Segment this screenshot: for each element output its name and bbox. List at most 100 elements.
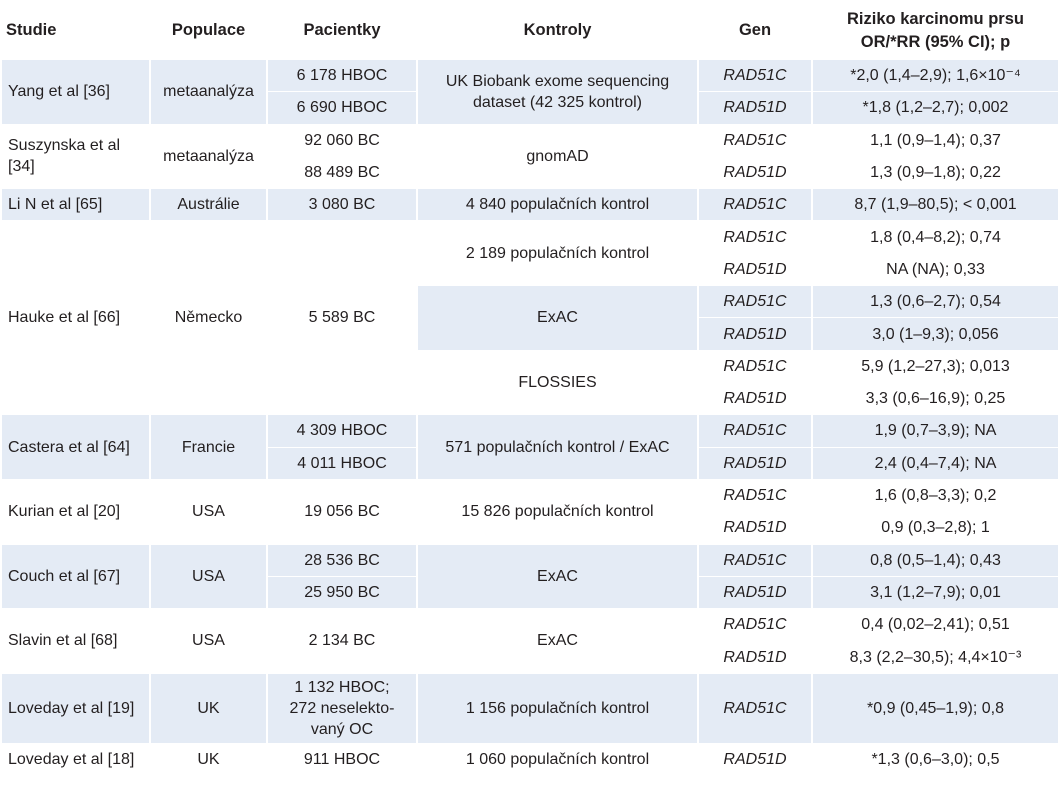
risk-cell-text: 3,3 (0,6–16,9); 0,25 (865, 390, 1006, 408)
study-population-cell: metaanalýza (151, 125, 266, 189)
risk-cell-text: 8,7 (1,9–80,5); < 0,001 (854, 196, 1017, 214)
controls-cell-text: 1 156 populačních kontrol (465, 699, 650, 717)
risk-cell-text: 1,1 (0,9–1,4); 0,37 (870, 131, 1001, 149)
gene-cell-text: RAD51D (723, 454, 787, 472)
risk-cell-text: 3,1 (1,2–7,9); 0,01 (870, 583, 1001, 601)
patients-cell: 911 HBOC (268, 744, 416, 775)
patients-cell-text: 6 690 HBOC (296, 99, 388, 117)
controls-cell: 4 840 populačních kontrol (418, 189, 697, 221)
risk-cell-text: 1,6 (0,8–3,3); 0,2 (874, 487, 997, 505)
risk-cell-text: *0,9 (0,45–1,9); 0,8 (867, 699, 1004, 717)
study-name-cell-text: Kurian et al [20] (8, 503, 121, 521)
patients-cell-text: 25 950 BC (304, 583, 380, 601)
study-population-cell-text: USA (192, 567, 225, 585)
patients-cell-text: 28 536 BC (304, 551, 380, 569)
patients-cell: 25 950 BC (268, 576, 416, 609)
risk-cell: *0,9 (0,45–1,9); 0,8 (813, 673, 1058, 743)
study-name-cell-text: Suszynska et al [34] (8, 137, 121, 176)
gene-cell: RAD51C (699, 351, 811, 382)
gene-cell: RAD51D (699, 447, 811, 479)
controls-cell-text: ExAC (537, 632, 578, 650)
patients-cell: 1 132 HBOC; 272 neselekto-vaný OC (268, 673, 416, 743)
patients-cell: 2 134 BC (268, 609, 416, 673)
study-name-cell: Slavin et al [68] (2, 609, 149, 673)
gene-cell-text: RAD51C (723, 699, 787, 717)
gene-cell-text: RAD51C (723, 131, 787, 149)
gene-cell-text: RAD51D (723, 99, 787, 117)
gene-cell-text: RAD51C (723, 293, 787, 311)
risk-cell-text: 1,8 (0,4–8,2); 0,74 (870, 228, 1001, 246)
controls-cell: 15 826 populačních kontrol (418, 480, 697, 544)
gene-cell: RAD51D (699, 512, 811, 543)
controls-cell-text: UK Biobank exome sequencing dataset (42 … (445, 72, 670, 111)
study-population-cell-text: USA (192, 503, 225, 521)
header-populace: Populace (171, 20, 246, 39)
risk-cell: 3,1 (1,2–7,9); 0,01 (813, 576, 1058, 609)
risk-cell: 3,3 (0,6–16,9); 0,25 (813, 383, 1058, 414)
controls-cell: 2 189 populačních kontrol (418, 222, 697, 286)
study-name-cell: Couch et al [67] (2, 544, 149, 609)
study-population-cell: UK (151, 673, 266, 743)
study-name-cell-text: Slavin et al [68] (8, 632, 118, 650)
header-riziko-line1: Riziko karcinomu prsu (847, 9, 1024, 28)
gene-cell: RAD51C (699, 415, 811, 447)
study-population-cell: Německo (151, 222, 266, 415)
gene-cell: RAD51C (699, 673, 811, 743)
study-population-cell-text: metaanalýza (163, 83, 254, 101)
controls-cell: ExAC (418, 609, 697, 673)
study-name-cell: Loveday et al [18] (2, 744, 149, 775)
study-population-cell: USA (151, 609, 266, 673)
header-riziko-line2: OR/*RR (95% CI); p (860, 32, 1011, 51)
controls-cell-text: 571 populačních kontrol / ExAC (445, 438, 670, 456)
gene-cell-text: RAD51C (723, 487, 787, 505)
study-name-cell-text: Loveday et al [19] (8, 699, 135, 717)
risk-cell-text: 1,9 (0,7–3,9); NA (874, 422, 997, 440)
study-name-cell-text: Li N et al [65] (8, 196, 103, 214)
risk-cell-text: *1,3 (0,6–3,0); 0,5 (871, 750, 1000, 768)
risk-cell: NA (NA); 0,33 (813, 254, 1058, 285)
gene-cell: RAD51C (699, 189, 811, 221)
gene-cell-text: RAD51D (723, 164, 787, 182)
risk-cell-text: 0,8 (0,5–1,4); 0,43 (870, 551, 1001, 569)
study-population-cell-text: UK (197, 699, 220, 717)
patients-cell: 88 489 BC (268, 157, 416, 188)
gene-cell-text: RAD51C (723, 616, 787, 634)
controls-cell: FLOSSIES (418, 351, 697, 415)
gene-cell: RAD51C (699, 480, 811, 511)
gene-cell: RAD51D (699, 318, 811, 350)
controls-cell-text: gnomAD (526, 147, 589, 165)
gene-cell-text: RAD51C (723, 228, 787, 246)
study-name-cell-text: Hauke et al [66] (8, 309, 121, 327)
risk-cell: *2,0 (1,4–2,9); 1,6×10⁻⁴ (813, 60, 1058, 92)
study-population-cell: USA (151, 544, 266, 609)
study-name-cell-text: Couch et al [67] (8, 567, 121, 585)
study-population-cell-text: USA (192, 632, 225, 650)
gene-cell-text: RAD51C (723, 551, 787, 569)
risk-cell: 0,9 (0,3–2,8); 1 (813, 512, 1058, 543)
gene-cell: RAD51D (699, 254, 811, 285)
study-population-cell-text: Austrálie (177, 196, 240, 214)
study-name-cell: Li N et al [65] (2, 189, 149, 221)
study-population-cell-text: Německo (174, 309, 243, 327)
gene-cell: RAD51D (699, 576, 811, 609)
controls-cell-text: 15 826 populačních kontrol (461, 503, 654, 521)
controls-cell: ExAC (418, 286, 697, 350)
gene-cell-text: RAD51D (723, 583, 787, 601)
gene-cell-text: RAD51C (723, 196, 787, 214)
risk-cell-text: 3,0 (1–9,3); 0,056 (872, 325, 999, 343)
study-name-cell: Kurian et al [20] (2, 480, 149, 544)
controls-cell-text: FLOSSIES (518, 373, 597, 391)
risk-cell-text: 2,4 (0,4–7,4); NA (874, 454, 997, 472)
study-name-cell: Loveday et al [19] (2, 673, 149, 743)
header-studie: Studie (6, 20, 57, 39)
study-population-cell-text: UK (197, 750, 220, 768)
risk-cell-text: 1,3 (0,6–2,7); 0,54 (870, 293, 1001, 311)
header-gen: Gen (738, 20, 772, 39)
risk-cell: 8,7 (1,9–80,5); < 0,001 (813, 189, 1058, 221)
controls-cell-text: 1 060 populačních kontrol (465, 750, 650, 768)
risk-cell-text: 1,3 (0,9–1,8); 0,22 (870, 164, 1001, 182)
risk-cell: 1,3 (0,6–2,7); 0,54 (813, 286, 1058, 318)
risk-cell: 5,9 (1,2–27,3); 0,013 (813, 351, 1058, 382)
risk-cell: 1,8 (0,4–8,2); 0,74 (813, 222, 1058, 253)
